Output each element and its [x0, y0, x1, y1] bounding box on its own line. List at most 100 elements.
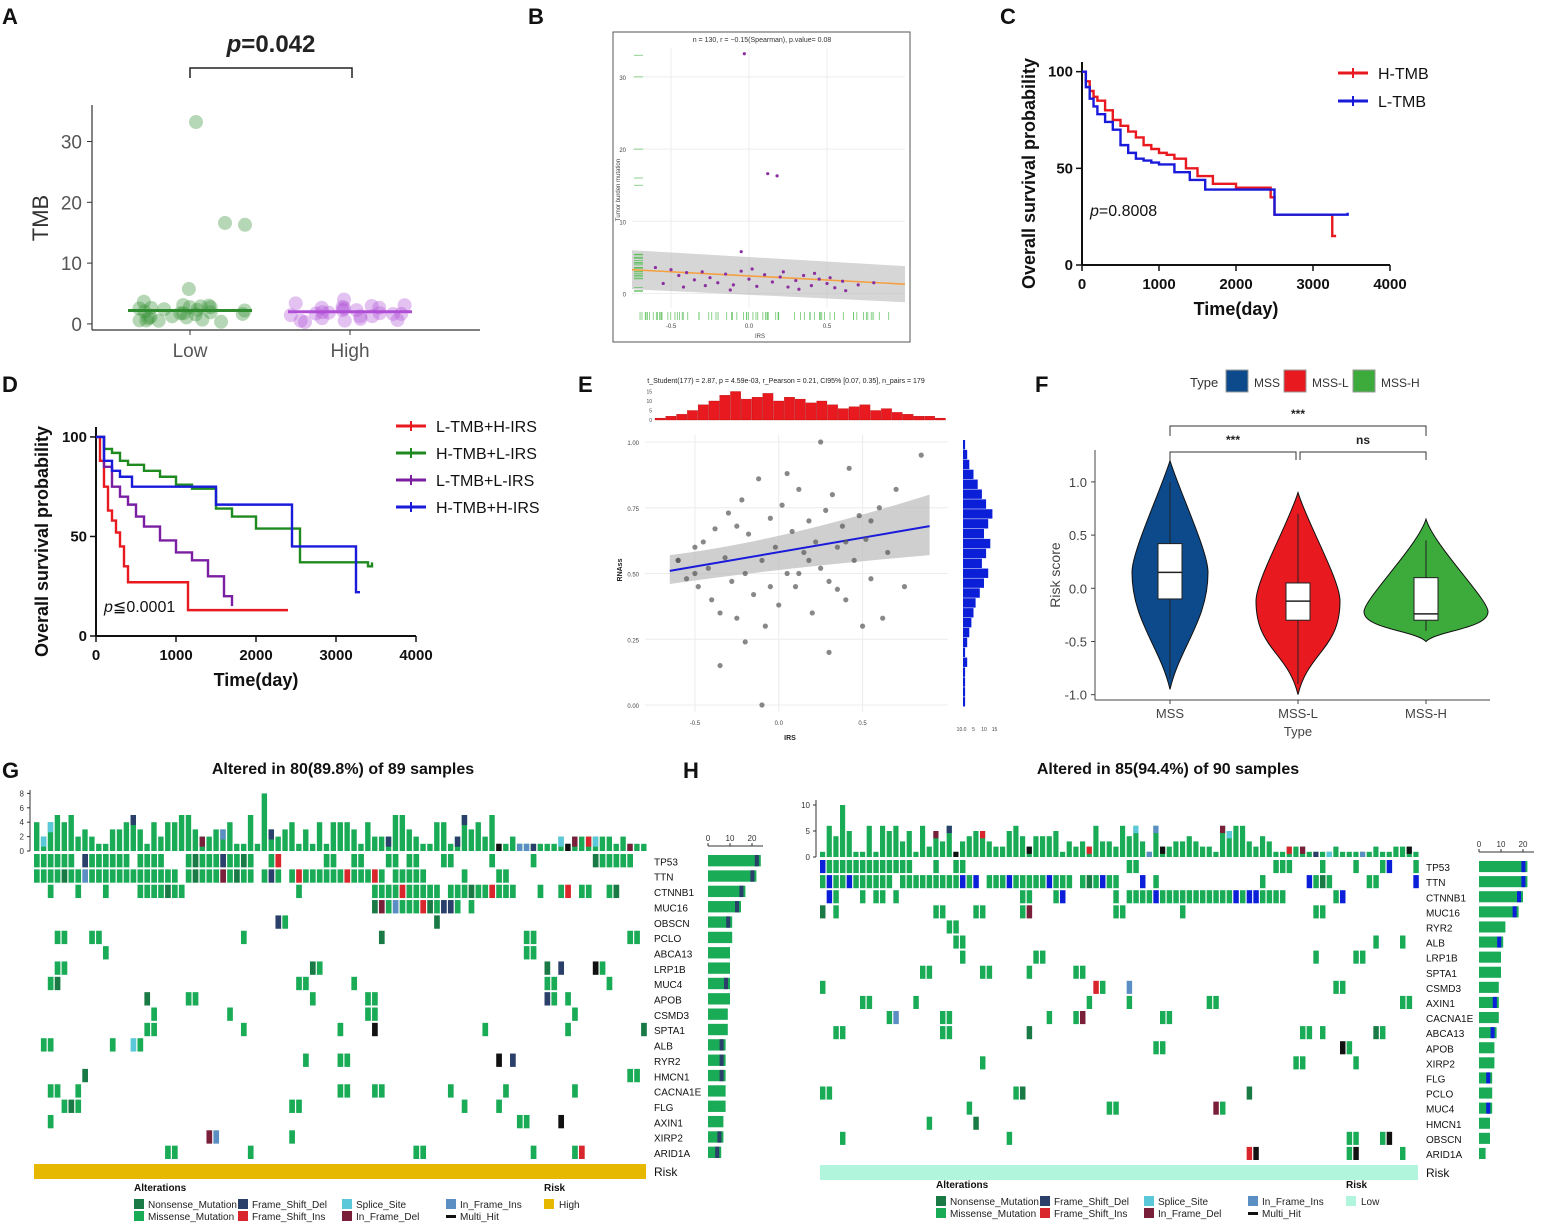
- h-cell: [960, 950, 966, 964]
- g-cell: [447, 854, 454, 868]
- h-cell: [980, 905, 986, 919]
- h-cell: [933, 905, 939, 919]
- g-cell: [303, 976, 309, 991]
- h-cell: [940, 1026, 946, 1040]
- h-cell: [1180, 905, 1186, 919]
- h-side-bar-alt: [1486, 1072, 1491, 1084]
- e-point: [826, 649, 832, 656]
- g-cell: [40, 1038, 47, 1052]
- g-top-bar: [75, 836, 81, 851]
- g-legend-label: In_Frame_Ins: [460, 1200, 522, 1211]
- g-cell: [378, 1084, 385, 1098]
- g-top-bar: [296, 843, 302, 851]
- h-side-tick-label: 20: [1519, 840, 1528, 849]
- g-side-bar: [708, 947, 730, 959]
- h-cell: [913, 875, 919, 889]
- e-y-tick-label: 0.00: [627, 704, 639, 710]
- h-cell: [1333, 890, 1339, 904]
- g-top-bar-alt: [40, 836, 47, 847]
- d-x-tick-label: 1000: [159, 647, 192, 664]
- g-top-bar-alt: [558, 836, 564, 847]
- g-top-bar-alt: [47, 822, 54, 833]
- e-top-hist-bar: [708, 400, 720, 421]
- g-cell: [372, 900, 378, 914]
- d-y-label: Overall survival probability: [32, 426, 52, 657]
- h-risk-bar: [820, 1165, 1418, 1180]
- g-top-bar: [61, 822, 67, 851]
- h-top-bar: [900, 841, 906, 857]
- h-cell: [1340, 980, 1346, 994]
- h-cell: [1020, 890, 1026, 904]
- g-cell: [579, 884, 585, 899]
- h-side-bar: [1479, 1087, 1493, 1099]
- g-side-bar: [708, 1023, 728, 1036]
- h-cell: [893, 890, 899, 904]
- g-legend-swatch: [134, 1211, 144, 1221]
- g-cell: [199, 869, 206, 883]
- h-cell: [873, 875, 879, 889]
- g-top-bar: [351, 829, 357, 851]
- h-legend-label: Multi_Hit: [1262, 1209, 1301, 1220]
- e-right-hist-bar: [963, 667, 966, 677]
- h-cell: [1373, 935, 1379, 949]
- h-cell: [1320, 905, 1326, 919]
- h-cell: [940, 1011, 946, 1025]
- g-cell: [385, 854, 392, 868]
- g-top-bar: [68, 815, 74, 851]
- h-cell: [826, 860, 833, 874]
- g-top-bar: [275, 836, 281, 851]
- h-cell: [1093, 980, 1099, 994]
- e-point: [839, 523, 846, 529]
- g-cell: [620, 854, 627, 868]
- g-top-bar: [468, 829, 475, 851]
- h-side-bar-alt: [1512, 906, 1517, 918]
- a-point: [349, 303, 364, 318]
- g-top-bar: [254, 843, 261, 851]
- f-y-tick-label: 0.5: [1069, 528, 1087, 543]
- g-top-bar: [234, 843, 240, 851]
- b-x-tick-label: 0.0: [745, 324, 754, 330]
- f-legend-swatch: [1352, 369, 1376, 393]
- h-top-bar: [866, 825, 872, 857]
- g-cell: [289, 869, 295, 883]
- h-top-bar: [933, 831, 939, 857]
- g-top-bar: [82, 829, 88, 851]
- e-point: [818, 565, 824, 571]
- g-cell: [434, 900, 440, 914]
- h-cell: [1153, 890, 1159, 904]
- g-gene-label: OBSCN: [654, 919, 690, 930]
- g-cell: [413, 1145, 420, 1159]
- h-top-bar: [980, 831, 986, 857]
- h-cell: [1040, 950, 1046, 964]
- e-point: [806, 518, 812, 524]
- g-cell: [144, 992, 151, 1006]
- b-point: [677, 273, 681, 278]
- g-cell: [592, 961, 599, 975]
- b-point: [742, 52, 746, 56]
- g-cell: [323, 869, 330, 883]
- e-point: [734, 523, 740, 529]
- g-cell: [579, 1145, 585, 1159]
- b-point: [770, 280, 775, 284]
- g-top-bar-alt: [461, 815, 468, 826]
- h-cell: [1380, 1131, 1386, 1145]
- g-cell: [185, 854, 192, 868]
- e-point: [734, 615, 740, 621]
- h-cell: [1020, 1086, 1026, 1100]
- e-top-hist-bar: [805, 402, 817, 421]
- g-cell: [158, 854, 164, 868]
- h-top-bar-alt: [1160, 846, 1166, 854]
- h-cell: [860, 875, 866, 889]
- h-cell: [820, 860, 826, 874]
- g-cell: [551, 992, 558, 1006]
- g-legend-swatch: [238, 1199, 248, 1209]
- g-cell: [496, 1053, 502, 1067]
- a-pvalue: p=0.042: [226, 31, 316, 58]
- h-gene-label: SPTA1: [1426, 969, 1457, 980]
- g-cell: [227, 854, 233, 868]
- h-top-bar: [873, 851, 879, 857]
- b-point: [872, 281, 876, 285]
- h-side-bar-alt: [1521, 876, 1526, 888]
- e-right-hist-bar: [963, 568, 989, 578]
- e-point: [722, 555, 728, 561]
